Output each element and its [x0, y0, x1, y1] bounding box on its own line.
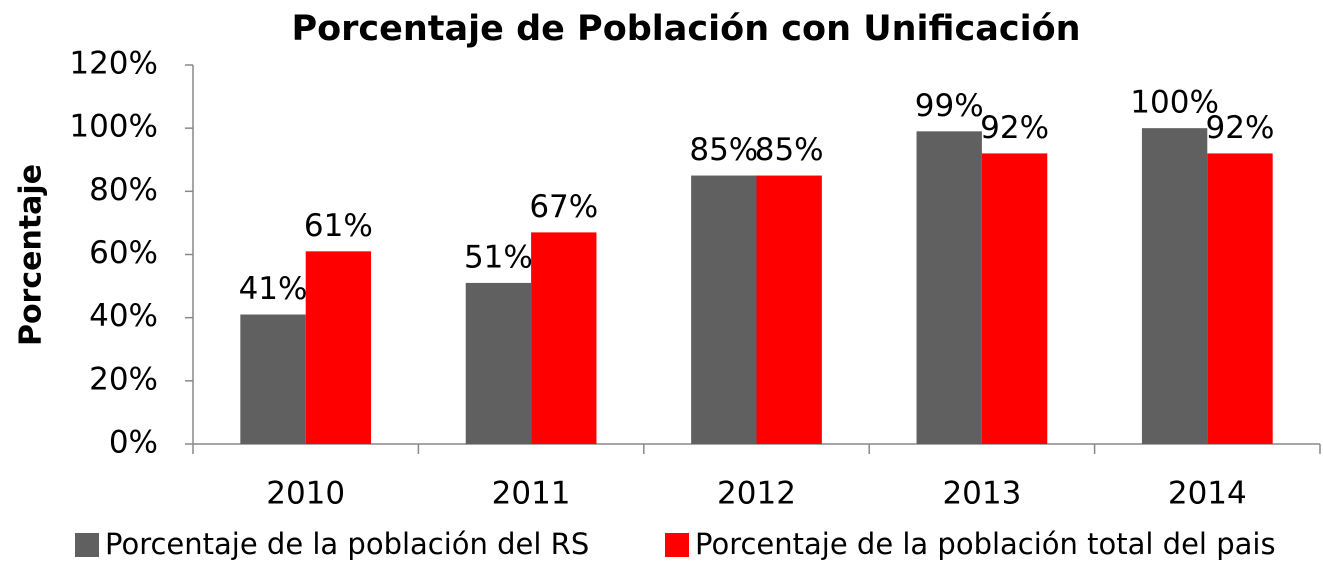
x-tick-label: 2013 [942, 476, 1021, 512]
x-tick-label: 2012 [717, 476, 796, 512]
bar [981, 153, 1048, 444]
bar [916, 131, 982, 444]
value-label: 92% [980, 110, 1049, 146]
y-tick-label: 20% [89, 361, 158, 397]
value-label: 100% [1130, 85, 1219, 121]
value-label: 85% [755, 132, 824, 168]
legend-label: Porcentaje de la población del RS [105, 527, 589, 561]
value-label: 92% [1206, 110, 1275, 146]
bar [531, 232, 597, 444]
bar [1141, 128, 1208, 444]
bar [305, 251, 372, 444]
y-tick-label: 40% [89, 298, 158, 334]
value-label: 67% [529, 189, 598, 225]
value-label: 51% [464, 239, 533, 275]
value-label: 99% [915, 88, 984, 124]
x-tick-label: 2014 [1168, 476, 1247, 512]
value-label: 41% [239, 271, 308, 307]
value-label: 85% [689, 132, 758, 168]
bar [1207, 153, 1273, 444]
chart-title: Porcentaje de Población con Unificación [291, 9, 1080, 49]
bar [240, 314, 306, 444]
legend-swatch [665, 533, 689, 557]
value-label: 61% [304, 208, 373, 244]
bar [691, 175, 757, 444]
y-tick-label: 60% [89, 235, 158, 271]
bar [756, 175, 822, 444]
y-tick-label: 80% [89, 172, 158, 208]
legend-swatch [75, 533, 99, 557]
bar [465, 282, 532, 444]
y-tick-label: 0% [109, 425, 158, 461]
x-tick-label: 2011 [492, 476, 571, 512]
y-axis-title: Porcentaje [14, 164, 49, 346]
x-tick-label: 2010 [266, 476, 345, 512]
y-tick-label: 100% [69, 109, 158, 145]
legend-label: Porcentaje de la población total del pai… [695, 527, 1276, 561]
y-tick-label: 120% [69, 46, 158, 82]
